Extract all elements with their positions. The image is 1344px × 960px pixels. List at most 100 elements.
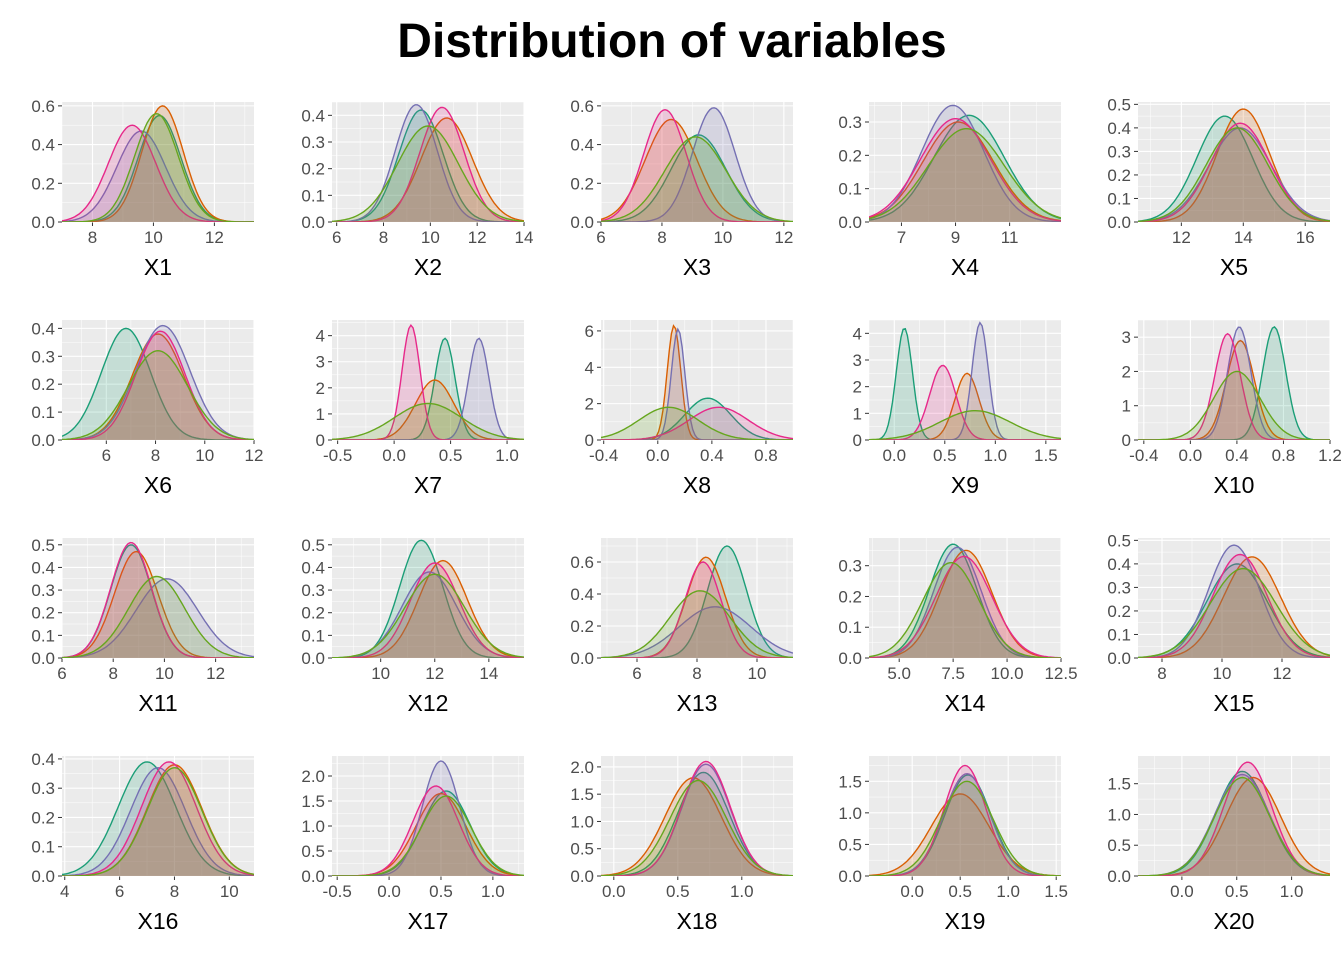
y-tick-label: 0.5	[1107, 531, 1131, 550]
density-line-series-5	[869, 780, 1061, 876]
density-area-series-1	[869, 544, 1061, 658]
density-curves	[869, 543, 1061, 658]
x-axis-title: X2	[414, 254, 442, 280]
y-tick-label: 0.3	[31, 581, 55, 600]
x-tick-label: 0.5	[948, 882, 972, 901]
y-tick-label: 0.0	[838, 649, 862, 668]
density-area-series-2	[62, 551, 254, 658]
panel-x1: 8 10 12 0.0 0.2 0.4 0.6 X1	[31, 97, 254, 280]
y-tick-label: 0.0	[31, 867, 55, 886]
y-tick-label: 0.5	[838, 835, 862, 854]
y-tick-label: 0.2	[570, 174, 594, 193]
y-tick-label: 0.0	[838, 213, 862, 232]
x-axis-title: X17	[408, 908, 449, 934]
density-curves	[62, 105, 254, 222]
x-tick-label: 1.0	[996, 882, 1020, 901]
x-tick-label: 0.5	[429, 882, 453, 901]
y-tick-label: 0.4	[31, 319, 55, 338]
density-area-series-2	[62, 764, 254, 876]
x-tick-label: 0.0	[602, 882, 626, 901]
density-area-series-1	[601, 134, 793, 222]
y-tick-label: 0.3	[31, 347, 55, 366]
x-tick-label: 0.4	[700, 446, 724, 465]
y-tick-label: 0.1	[838, 618, 862, 637]
density-area-series-5	[332, 574, 524, 658]
x-axis-title: X14	[945, 690, 986, 716]
y-tick-label: 4	[316, 327, 325, 346]
x-axis-title: X10	[1214, 472, 1255, 498]
density-line-series-4	[601, 561, 793, 658]
y-tick-label: 0.0	[1107, 649, 1131, 668]
density-line-series-4	[62, 124, 254, 222]
density-line-series-4	[332, 106, 524, 222]
x-tick-label: 0.0	[882, 446, 906, 465]
density-curves	[62, 541, 254, 658]
x-tick-label: 7.5	[941, 664, 965, 683]
y-tick-label: 0.2	[301, 604, 325, 623]
x-tick-label: 6	[102, 446, 111, 465]
chart-title: Distribution of variables	[397, 15, 947, 68]
density-line-series-2	[1138, 339, 1330, 440]
density-line-series-4	[62, 761, 254, 876]
y-tick-label: 1	[853, 404, 862, 423]
y-tick-label: 0.0	[1107, 213, 1131, 232]
density-line-series-2	[869, 372, 1061, 440]
x-tick-label: 0.4	[1225, 446, 1249, 465]
density-line-series-3	[332, 104, 524, 222]
density-line-series-5	[1138, 567, 1330, 658]
density-area-series-2	[1138, 556, 1330, 658]
y-tick-label: 0.0	[301, 649, 325, 668]
y-tick-label: 0.3	[31, 779, 55, 798]
x-tick-label: 6	[596, 228, 605, 247]
x-axis-title: X7	[414, 472, 442, 498]
x-tick-label: 6	[57, 664, 66, 683]
y-tick-label: 0.1	[31, 838, 55, 857]
density-area-series-4	[869, 365, 1061, 440]
x-tick-label: 10	[713, 228, 732, 247]
x-tick-label: 0.8	[1272, 446, 1296, 465]
density-line-series-3	[869, 321, 1061, 440]
density-area-series-4	[332, 562, 524, 658]
y-tick-label: 1.5	[1107, 775, 1131, 794]
y-tick-label: 0.3	[838, 557, 862, 576]
panel-x10: -0.4 0.0 0.4 0.8 1.2 0 1 2 3 X10	[1122, 319, 1342, 498]
density-area-series-5	[869, 781, 1061, 876]
x-tick-label: 1.0	[983, 446, 1007, 465]
x-tick-label: 7	[897, 228, 906, 247]
y-tick-label: 0.0	[570, 867, 594, 886]
x-tick-label: 14	[515, 228, 534, 247]
density-line-series-5	[601, 779, 793, 876]
x-axis-title: X9	[951, 472, 979, 498]
y-tick-label: 0.2	[570, 617, 594, 636]
density-area-series-4	[1138, 554, 1330, 658]
x-tick-label: -0.4	[1129, 446, 1158, 465]
panel-x16: 4 6 8 10 0.0 0.1 0.2 0.3 0.4 X16	[31, 750, 254, 934]
density-line-series-4	[869, 364, 1061, 440]
density-line-series-2	[869, 549, 1061, 658]
density-area-series-4	[601, 761, 793, 876]
density-line-series-3	[1138, 127, 1330, 222]
density-area-series-5	[1138, 568, 1330, 658]
density-line-series-4	[869, 764, 1061, 876]
x-tick-label: 12	[206, 664, 225, 683]
x-tick-label: 10	[144, 228, 163, 247]
density-line-series-3	[1138, 544, 1330, 658]
x-axis-title: X13	[677, 690, 718, 716]
y-tick-label: 0.3	[1107, 578, 1131, 597]
panel-background	[62, 538, 254, 658]
x-tick-label: 6	[115, 882, 124, 901]
x-tick-label: 14	[479, 664, 498, 683]
density-area-series-2	[601, 557, 793, 658]
x-tick-label: 10	[421, 228, 440, 247]
panel-background	[62, 320, 254, 440]
x-tick-label: 10.0	[991, 664, 1024, 683]
y-tick-label: 0.4	[1107, 119, 1131, 138]
x-tick-label: 10	[371, 664, 390, 683]
density-area-series-3	[332, 338, 524, 440]
density-line-series-5	[601, 406, 793, 440]
density-area-series-3	[869, 105, 1061, 222]
density-line-series-1	[1138, 115, 1330, 222]
density-area-series-5	[62, 350, 254, 440]
density-line-series-3	[601, 606, 793, 658]
panel-x2: 6 8 10 12 14 0.0 0.1 0.2 0.3 0.4 X2	[301, 101, 534, 280]
